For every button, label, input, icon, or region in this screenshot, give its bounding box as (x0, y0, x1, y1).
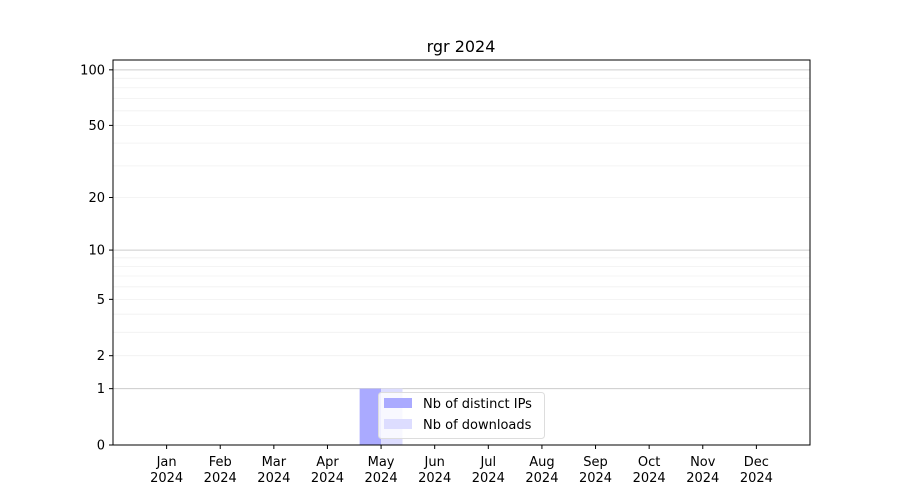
x-tick-label: Dec (744, 455, 769, 470)
x-tick-label: 2024 (579, 471, 612, 486)
legend-box (378, 392, 545, 439)
x-tick-label: Mar (262, 455, 287, 470)
legend-label: Nb of downloads (423, 418, 532, 433)
legend-swatch (384, 398, 412, 408)
axes: 0125102050100Jan2024Feb2024Mar2024Apr202… (80, 59, 811, 486)
x-tick-label: 2024 (204, 471, 237, 486)
y-tick-label: 20 (88, 191, 105, 206)
x-tick-label: Oct (638, 455, 660, 470)
legend: Nb of distinct IPs Nb of downloads (378, 392, 545, 439)
y-tick-label: 0 (97, 439, 105, 454)
x-tick-label: 2024 (150, 471, 183, 486)
x-tick-label: 2024 (472, 471, 505, 486)
y-tick-label: 50 (88, 119, 105, 134)
x-tick-label: 2024 (418, 471, 451, 486)
x-tick-label: Nov (690, 455, 716, 470)
x-tick-label: 2024 (740, 471, 773, 486)
x-tick-label: Jun (424, 455, 445, 470)
y-tick-label: 10 (88, 244, 105, 259)
x-tick-label: May (368, 455, 395, 470)
legend-label: Nb of distinct IPs (423, 397, 532, 412)
x-tick-label: 2024 (686, 471, 719, 486)
x-tick-label: 2024 (633, 471, 666, 486)
x-tick-label: 2024 (311, 471, 344, 486)
y-tick-label: 100 (80, 63, 105, 78)
x-tick-label: Jan (156, 455, 177, 470)
x-tick-label: Sep (583, 455, 608, 470)
x-tick-label: Jul (479, 455, 496, 470)
x-tick-label: 2024 (365, 471, 398, 486)
x-tick-label: 2024 (257, 471, 290, 486)
x-tick-label: Aug (529, 455, 554, 470)
bar-nb-of-distinct-ips (359, 388, 382, 445)
x-tick-label: 2024 (525, 471, 558, 486)
x-tick-label: Apr (316, 455, 339, 470)
chart-title: rgr 2024 (427, 37, 496, 56)
grid (113, 69, 810, 390)
y-tick-label: 5 (97, 293, 105, 308)
y-tick-label: 2 (97, 349, 105, 364)
axes-frame (112, 59, 811, 446)
legend-swatch (384, 419, 412, 429)
x-tick-label: Feb (209, 455, 232, 470)
y-tick-label: 1 (97, 382, 105, 397)
